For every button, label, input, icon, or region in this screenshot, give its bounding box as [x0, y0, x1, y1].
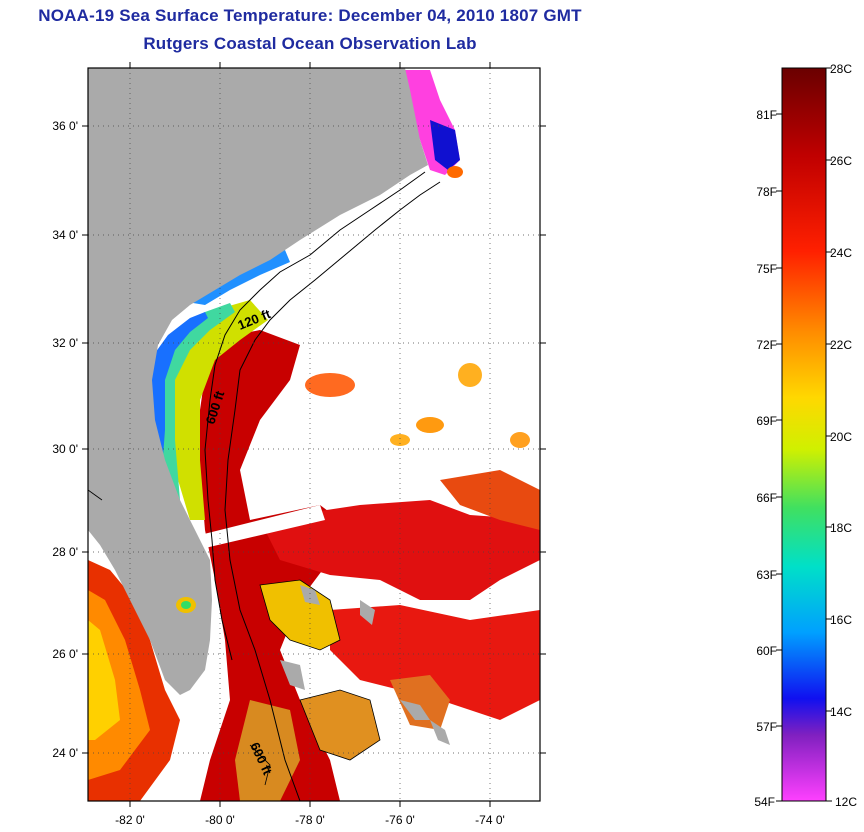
lat-label: 30 0'	[52, 442, 78, 456]
lat-label: 26 0'	[52, 647, 78, 661]
lon-label: -80 0'	[205, 813, 235, 827]
fahrenheit-label: 72F	[756, 338, 777, 352]
map-title: NOAA-19 Sea Surface Temperature: Decembe…	[38, 6, 582, 25]
lon-label: -74 0'	[475, 813, 505, 827]
lat-label: 28 0'	[52, 545, 78, 559]
fahrenheit-label: 63F	[756, 568, 777, 582]
celsius-label: 16C	[830, 613, 852, 627]
lat-label: 32 0'	[52, 336, 78, 350]
celsius-label: 26C	[830, 154, 852, 168]
fahrenheit-label: 81F	[756, 108, 777, 122]
celsius-label: 22C	[830, 338, 852, 352]
celsius-label: 24C	[830, 246, 852, 260]
fahrenheit-label: 69F	[756, 414, 777, 428]
fahrenheit-label: 78F	[756, 185, 777, 199]
lat-label: 36 0'	[52, 119, 78, 133]
fahrenheit-label: 75F	[756, 262, 777, 276]
map-subtitle: Rutgers Coastal Ocean Observation Lab	[143, 34, 477, 53]
celsius-label: 20C	[830, 430, 852, 444]
lon-label: -82 0'	[115, 813, 145, 827]
celsius-label: 18C	[830, 521, 852, 535]
lon-label: -78 0'	[295, 813, 325, 827]
celsius-label: 14C	[830, 705, 852, 719]
fahrenheit-label: 54F	[754, 795, 775, 809]
lat-label: 24 0'	[52, 746, 78, 760]
colorbar-gradient	[781, 67, 827, 802]
fahrenheit-label: 57F	[756, 720, 777, 734]
celsius-label: 12C	[835, 795, 857, 809]
celsius-label: 28C	[830, 62, 852, 76]
fahrenheit-label: 60F	[756, 644, 777, 658]
fahrenheit-label: 66F	[756, 491, 777, 505]
lon-label: -76 0'	[385, 813, 415, 827]
lat-label: 34 0'	[52, 228, 78, 242]
